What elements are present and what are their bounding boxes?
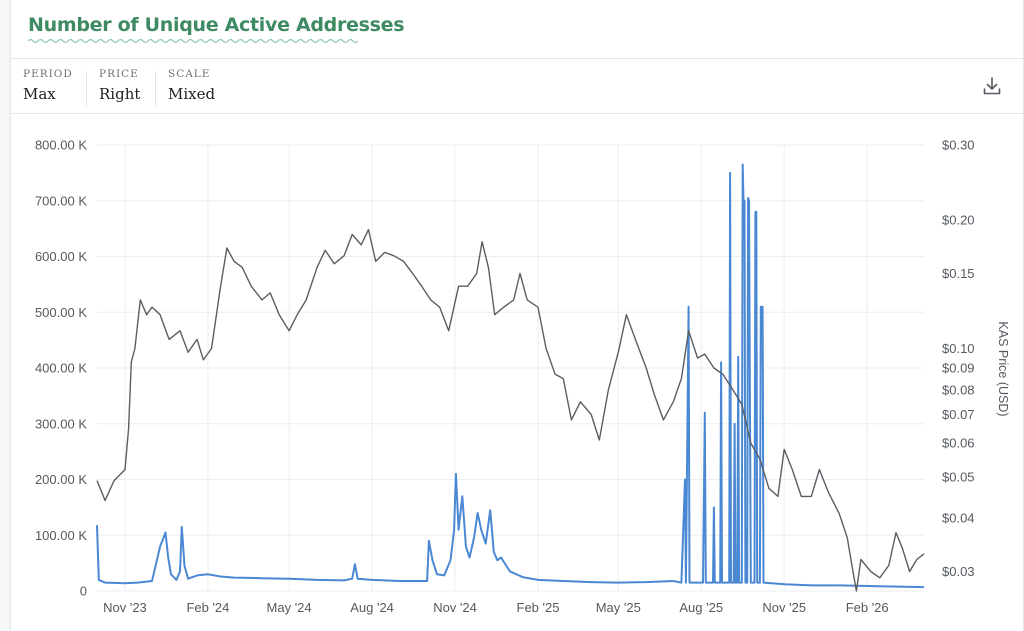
y-right-tick-label: $0.04 (942, 511, 975, 526)
y-left-tick-label: 300.00 K (35, 416, 87, 431)
download-icon[interactable] (981, 75, 1003, 97)
y-right-tick-label: $0.30 (942, 138, 975, 153)
grid (97, 144, 924, 592)
x-tick-label: Nov '23 (103, 600, 147, 615)
divider (155, 71, 156, 107)
y-left-tick-label: 100.00 K (35, 528, 87, 543)
title-underline (28, 38, 358, 44)
price-selector[interactable]: PRICE Right (99, 68, 140, 103)
y-axis-left: 0 100.00 K 200.00 K 300.00 K 400.00 K 500.00 … (35, 138, 87, 599)
price-label: PRICE (99, 68, 139, 80)
chart-title: Number of Unique Active Addresses (28, 14, 405, 36)
x-tick-label: Aug '24 (350, 600, 394, 615)
y-axis-right-title: KAS Price (USD) (996, 321, 1010, 416)
y-left-tick-label: 0 (80, 584, 87, 599)
y-right-tick-label: $0.08 (942, 382, 975, 397)
x-tick-label: Feb '24 (186, 600, 229, 615)
x-axis: Nov '23 Feb '24 May '24 Aug '24 Nov '24 Feb '… (103, 600, 889, 615)
controls-bar: PERIOD Max PRICE Right SCALE Mixed (11, 59, 1023, 114)
y-left-tick-label: 500.00 K (35, 305, 87, 320)
y-left-tick-label: 600.00 K (35, 249, 87, 264)
y-right-tick-label: $0.09 (942, 361, 975, 376)
y-right-tick-label: $0.20 (942, 213, 975, 228)
x-tick-label: Feb '25 (517, 600, 560, 615)
period-selector[interactable]: PERIOD Max (23, 68, 73, 103)
y-axis-right: $0.03 $0.04 $0.05 $0.06 $0.07 $0.08 $0.09 $0.10… (942, 138, 975, 579)
scale-value: Mixed (168, 85, 216, 103)
y-left-tick-label: 200.00 K (35, 472, 87, 487)
divider (86, 71, 87, 107)
series-line-price (96, 228, 925, 592)
x-tick-label: Feb '26 (846, 600, 889, 615)
x-tick-label: May '24 (267, 600, 312, 615)
y-right-tick-label: $0.07 (942, 407, 975, 422)
scale-label: SCALE (168, 68, 211, 80)
y-right-tick-label: $0.06 (942, 436, 975, 451)
y-left-tick-label: 700.00 K (35, 193, 87, 208)
chart-card: Number of Unique Active Addresses PERIOD… (10, 0, 1024, 631)
y-left-tick-label: 400.00 K (35, 361, 87, 376)
period-label: PERIOD (23, 68, 73, 80)
y-right-tick-label: $0.05 (942, 469, 975, 484)
x-tick-label: May '25 (596, 600, 641, 615)
price-value: Right (99, 85, 141, 103)
x-tick-label: Nov '25 (762, 600, 806, 615)
period-value: Max (23, 85, 56, 103)
y-left-tick-label: 800.00 K (35, 138, 87, 153)
x-tick-label: Aug '25 (679, 600, 723, 615)
scale-selector[interactable]: SCALE Mixed (168, 68, 215, 103)
y-right-tick-label: $0.03 (942, 564, 975, 579)
x-tick-label: Nov '24 (433, 600, 477, 615)
y-right-tick-label: $0.10 (942, 341, 975, 356)
series-line-addresses (96, 163, 925, 589)
y-right-tick-label: $0.15 (942, 266, 975, 281)
title-bar: Number of Unique Active Addresses (11, 0, 1023, 59)
